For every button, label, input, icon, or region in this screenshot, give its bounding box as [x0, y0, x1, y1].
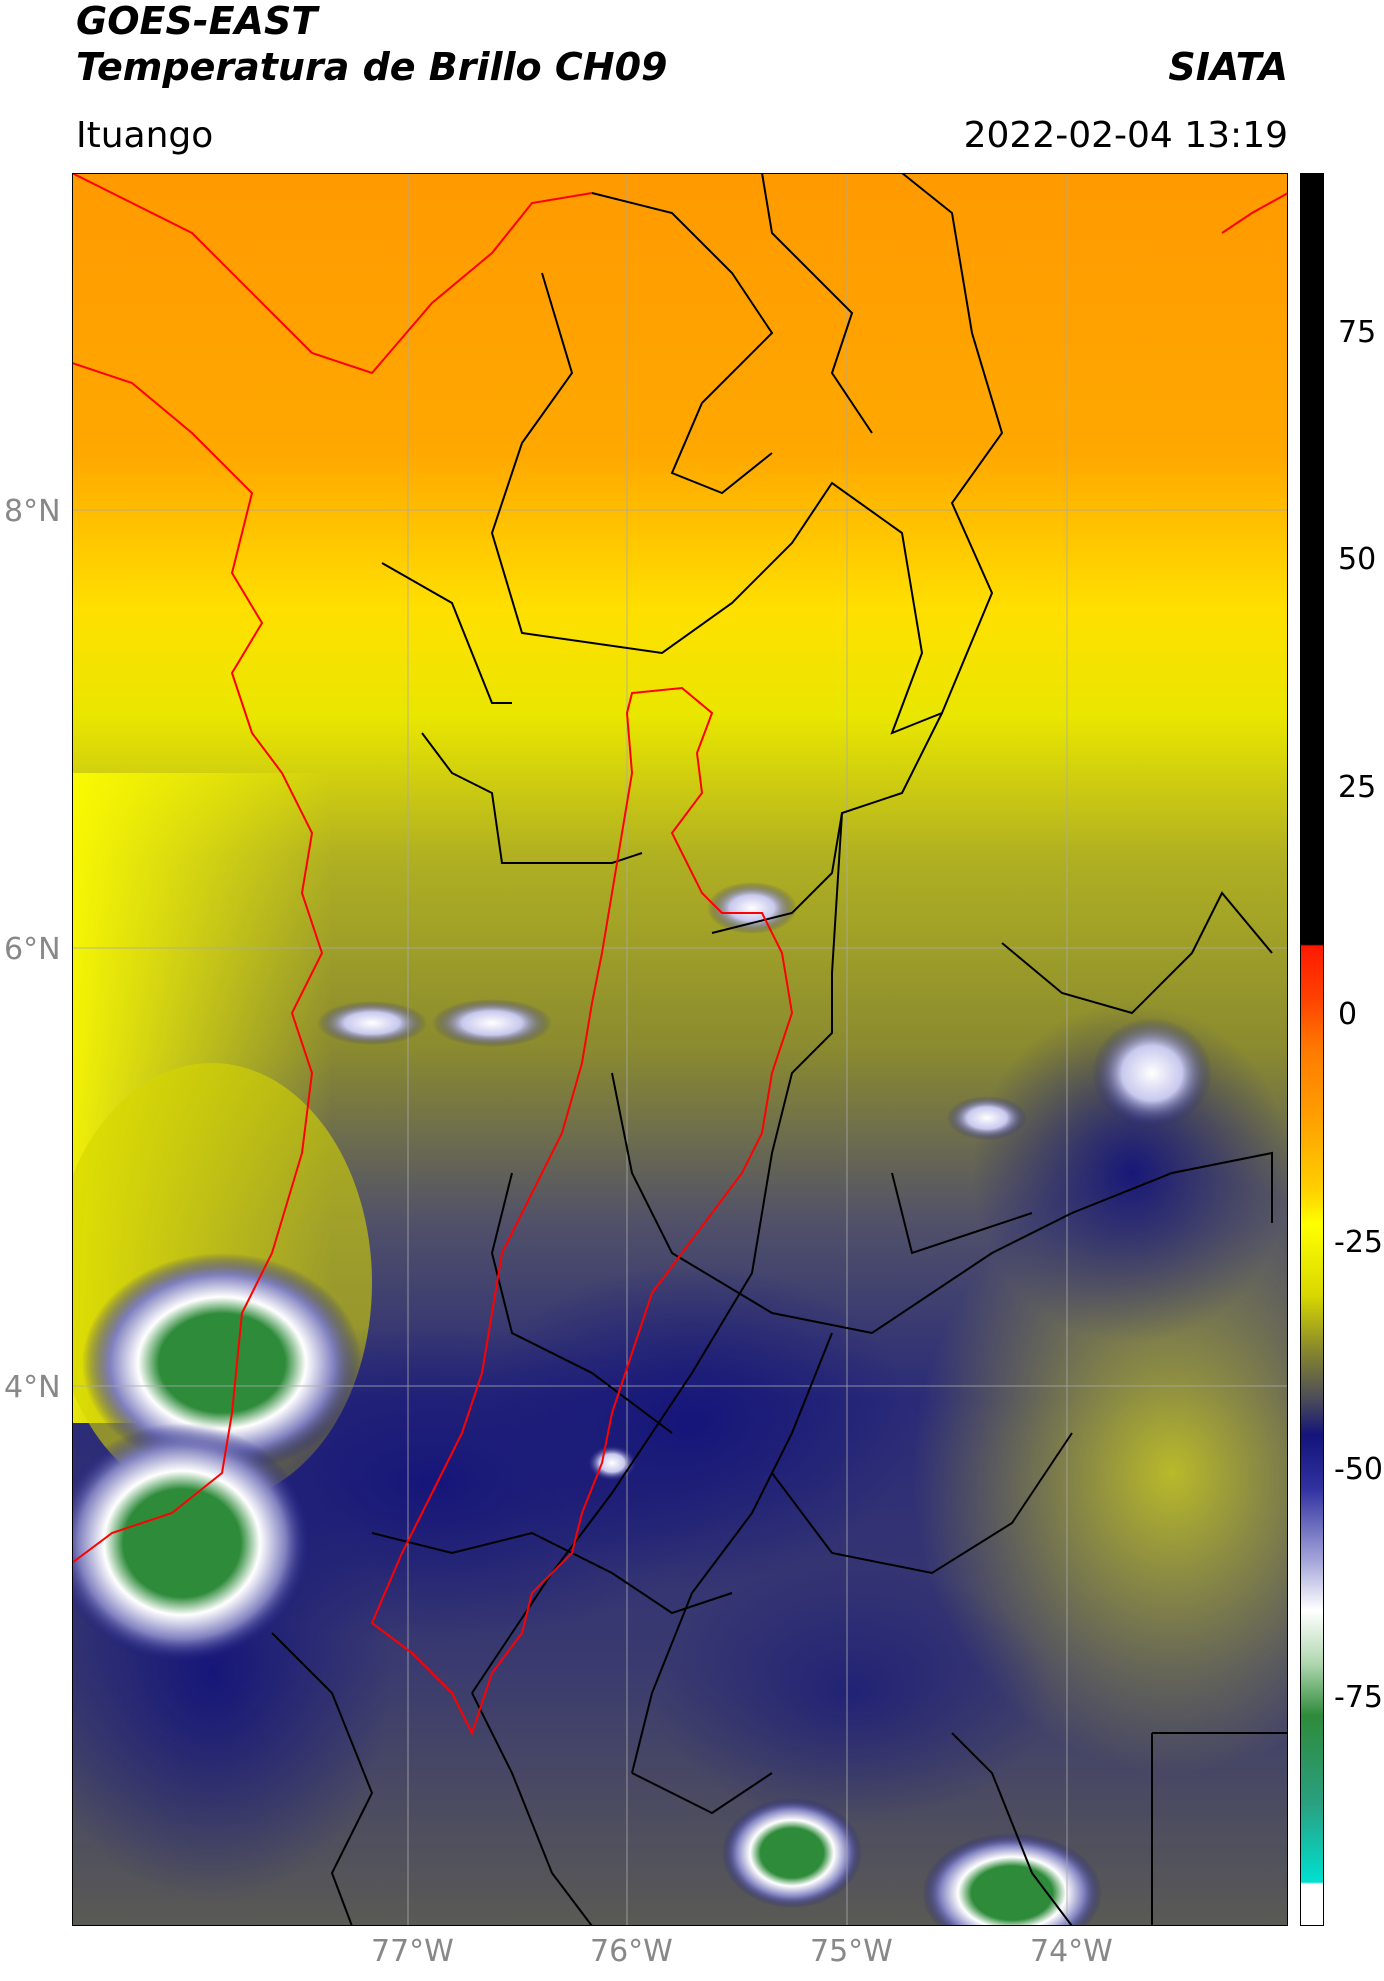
lat-tick-4n: 4°N [4, 1370, 61, 1405]
convective-cell [432, 999, 552, 1047]
watershed-outline [370, 686, 794, 1736]
brightness-temperature-map [72, 173, 1288, 1926]
convective-core [922, 1833, 1102, 1926]
location-label: Ituango [76, 115, 214, 156]
highlighted-boundaries [72, 173, 1288, 1736]
convective-cell [707, 882, 797, 934]
lon-tick-75w: 75°W [810, 1934, 893, 1969]
datetime-label: 2022-02-04 13:19 [963, 115, 1288, 156]
convective-cell [947, 1096, 1027, 1140]
northern-coastline [72, 173, 593, 375]
product-title: Temperatura de Brillo CH09 [76, 45, 668, 89]
temperature-colorbar [1300, 173, 1324, 1926]
lon-tick-74w: 74°W [1030, 1934, 1113, 1969]
colorbar-tick-25: 25 [1338, 770, 1377, 805]
cold-cloud-region [472, 1263, 912, 1583]
colorbar-tick-75: 75 [1338, 315, 1377, 350]
colorbar-tick-0: 0 [1338, 997, 1358, 1032]
pacific-coastline [72, 362, 324, 1564]
colorbar-tick-minus75: -75 [1334, 1680, 1383, 1715]
northeast-boundary [1221, 192, 1288, 234]
graticule [72, 173, 1288, 1926]
convective-core [72, 1423, 312, 1663]
lon-tick-77w: 77°W [371, 1934, 454, 1969]
institution-label: SIATA [1168, 45, 1288, 89]
convective-cell [1092, 1018, 1212, 1128]
convective-core [82, 1253, 362, 1473]
colorbar-tick-minus25: -25 [1334, 1225, 1383, 1260]
convective-cell [587, 1445, 637, 1481]
satellite-title: GOES-EAST [76, 0, 318, 43]
colorbar-tick-minus50: -50 [1334, 1452, 1383, 1487]
lat-tick-6n: 6°N [4, 932, 61, 967]
lon-tick-76w: 76°W [590, 1934, 673, 1969]
lat-tick-8n: 8°N [4, 494, 61, 529]
colorbar-tick-50: 50 [1338, 542, 1377, 577]
convective-cell [317, 1001, 427, 1045]
convective-core [722, 1798, 862, 1908]
cold-cloud-region [652, 1563, 1052, 1823]
